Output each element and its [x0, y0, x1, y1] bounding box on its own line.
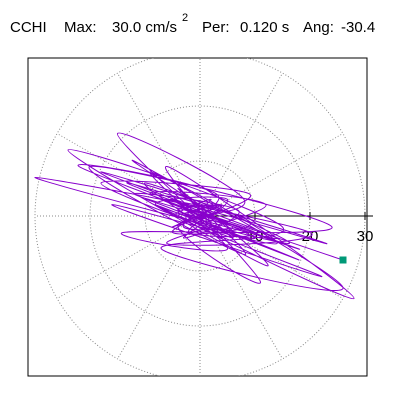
max-unit-exponent: 2 — [182, 12, 189, 24]
plot-header: CCHI Max: 30.0 cm/s 2 Per: 0.120 s Ang: … — [0, 12, 400, 42]
particle-motion-trace — [34, 132, 355, 300]
grid-spoke-240 — [117, 215, 201, 360]
grid-spoke-30 — [199, 133, 344, 217]
endpoint-marker-group — [339, 256, 347, 264]
grid-spoke-300 — [199, 215, 283, 360]
max-value: 30.0 cm/s — [112, 19, 178, 36]
max-label: Max: — [64, 19, 97, 36]
grid-spoke-210 — [56, 215, 201, 299]
station-code: CCHI — [10, 19, 47, 36]
particle-motion-trace-group — [34, 132, 355, 300]
period-label: Per: — [202, 19, 230, 36]
angle-value: -30.4 — [341, 19, 376, 36]
radial-tick-label-30: 30 — [357, 228, 374, 245]
angle-label: Ang: — [303, 19, 334, 36]
period-value: 0.120 s — [240, 19, 290, 36]
grid-spoke-120 — [117, 72, 201, 217]
plot-frame — [27, 57, 368, 377]
endpoint-marker — [339, 256, 347, 264]
